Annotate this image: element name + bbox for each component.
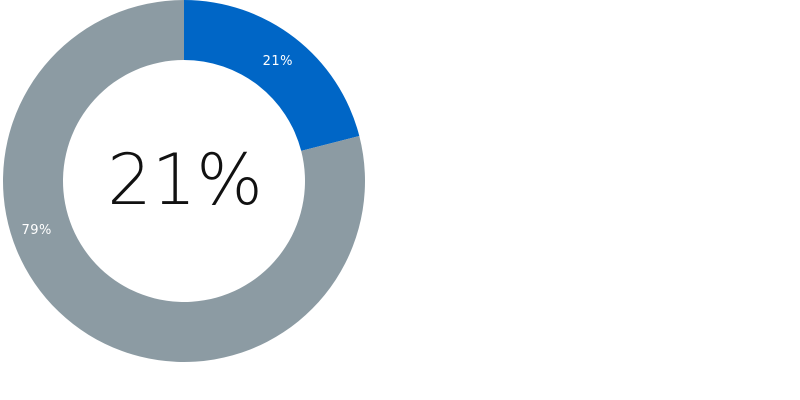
- donut-slice-label-2: 79%: [21, 223, 51, 238]
- donut-slice-label-1: 21%: [263, 54, 293, 69]
- donut-slice-labels: 21% 79%: [21, 54, 293, 238]
- donut-slice-1: [184, 0, 360, 151]
- donut-slices: [3, 0, 366, 362]
- donut-center-value: 21%: [107, 139, 263, 221]
- donut-slice-2: [3, 0, 366, 362]
